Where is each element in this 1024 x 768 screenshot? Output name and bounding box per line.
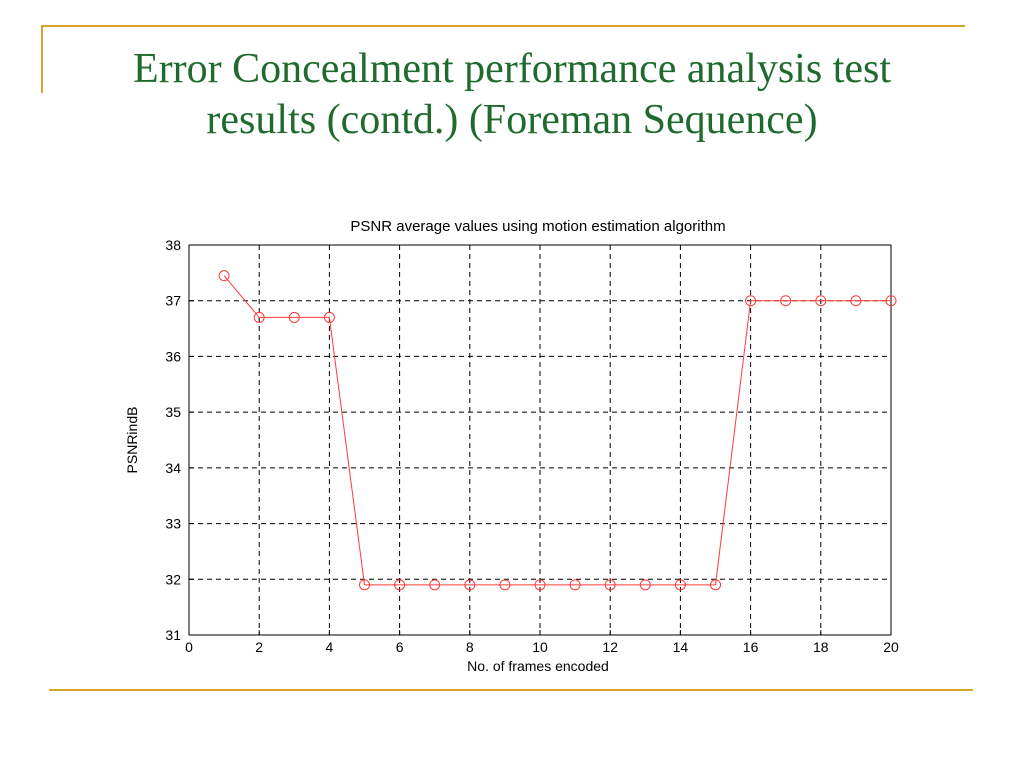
slide-title-line-1: Error Concealment performance analysis t… — [132, 46, 892, 92]
data-point — [815, 295, 827, 307]
series-line — [223, 275, 891, 586]
x-tick-label: 2 — [255, 639, 263, 655]
left-accent-rule — [41, 25, 43, 93]
y-tick-label: 32 — [165, 571, 181, 587]
data-point — [534, 579, 546, 591]
y-tick-label: 35 — [165, 404, 181, 420]
x-tick-label: 0 — [185, 639, 193, 655]
data-point — [850, 295, 862, 307]
x-tick-label: 16 — [743, 639, 759, 655]
data-point — [604, 579, 616, 591]
y-tick-label: 37 — [165, 293, 181, 309]
data-point — [499, 579, 511, 591]
data-point — [464, 579, 476, 591]
data-point — [429, 579, 441, 591]
axis-ticks: 0 2 4 6 8 10 12 14 16 18 20 31 32 33 34 35 36 37 38 — [165, 237, 899, 655]
slide-title: Error Concealment performance analysis t… — [60, 44, 964, 146]
y-tick-label: 38 — [165, 237, 181, 253]
data-point — [674, 579, 686, 591]
data-point — [218, 270, 230, 282]
x-tick-label: 12 — [602, 639, 618, 655]
x-tick-label: 8 — [466, 639, 474, 655]
slide-title-line-2: results (contd.) (Foreman Sequence) — [206, 97, 818, 143]
y-tick-label: 33 — [165, 516, 181, 532]
data-point — [639, 579, 651, 591]
data-point — [359, 579, 370, 591]
bottom-accent-rule — [49, 689, 973, 691]
series-psnr — [218, 270, 897, 591]
data-point — [253, 311, 265, 323]
chart-grid — [189, 245, 891, 635]
data-point — [885, 295, 897, 307]
data-point — [745, 295, 757, 307]
x-tick-label: 14 — [673, 639, 689, 655]
data-point — [288, 311, 300, 323]
x-tick-label: 10 — [532, 639, 548, 655]
x-tick-label: 6 — [396, 639, 404, 655]
y-tick-label: 36 — [165, 348, 181, 364]
data-point — [323, 311, 335, 323]
data-point — [569, 579, 581, 591]
top-accent-rule — [41, 25, 965, 27]
data-point — [394, 579, 406, 591]
chart-title: PSNR average values using motion estimat… — [350, 218, 725, 235]
data-point — [710, 579, 721, 591]
y-tick-label: 34 — [165, 460, 181, 476]
data-point — [780, 295, 792, 307]
x-axis-label: No. of frames encoded — [467, 658, 609, 674]
y-axis-label: PSNRindB — [124, 407, 140, 474]
x-tick-label: 18 — [813, 639, 829, 655]
x-tick-label: 20 — [883, 639, 899, 655]
x-tick-label: 4 — [326, 639, 334, 655]
y-tick-label: 31 — [165, 627, 181, 643]
